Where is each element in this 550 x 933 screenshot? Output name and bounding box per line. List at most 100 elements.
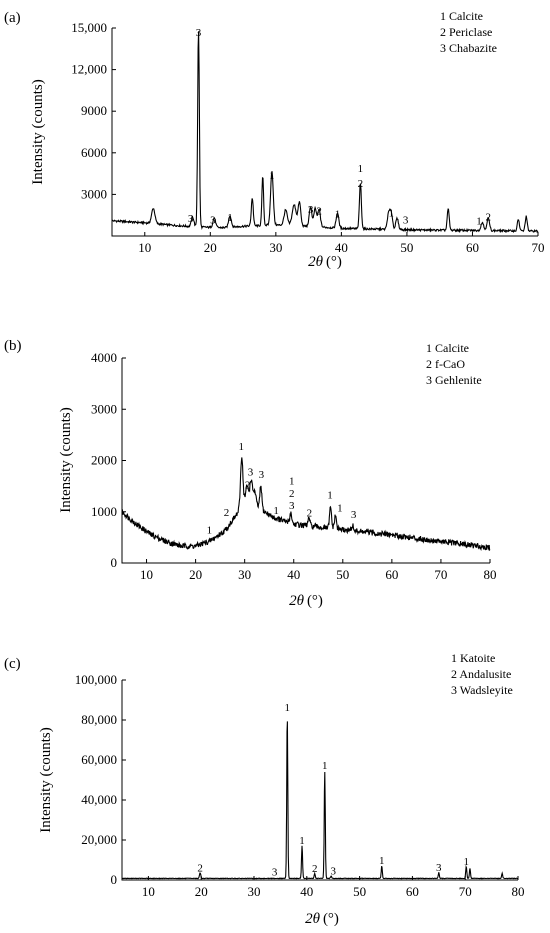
peak-label: 2 (312, 863, 318, 875)
xrd-trace (121, 457, 491, 552)
peak-label: 3 (248, 466, 254, 478)
x-tick-label: 50 (353, 884, 366, 899)
axes-frame (121, 358, 490, 564)
x-tick-label: 40 (300, 884, 313, 899)
x-tick-label: 10 (142, 884, 155, 899)
peak-label: 2 (307, 507, 313, 519)
xrd-panel-b: (b) Intensity (counts) 2θ (°) 1 Calcite 2… (4, 338, 497, 609)
y-tick-label: 80,000 (81, 712, 117, 727)
peak-label: 1 (335, 209, 341, 221)
legend: 1 Calcite 2 f-CaO 3 Gehlenite (426, 341, 482, 387)
x-tick-label: 30 (269, 240, 282, 255)
peak-label: 3 (196, 27, 202, 39)
x-axis-variable: 2θ (308, 254, 324, 270)
legend: 1 Calcite 2 Periclase 3 Chabazite (440, 9, 497, 55)
x-tick-label: 60 (466, 240, 479, 255)
axes-frame (121, 680, 518, 881)
peak-label: 1 (337, 502, 343, 514)
peak-label: 1 (238, 441, 244, 453)
x-tick-label: 60 (385, 567, 398, 582)
peak-label: 2 (358, 178, 364, 190)
x-axis-title: 2θ (°) (308, 254, 342, 270)
peak-label: 3 (436, 862, 442, 874)
x-tick-label: 40 (335, 240, 348, 255)
x-axis-unit: (°) (307, 593, 323, 609)
legend-entry-1: 1 Calcite (426, 341, 469, 355)
legend-entry-3: 3 Gehlenite (426, 373, 482, 387)
peak-label: 2 (197, 862, 203, 874)
x-tick-label: 30 (238, 567, 251, 582)
peak-label: 2 (485, 212, 491, 224)
y-tick-label: 60,000 (81, 752, 117, 767)
peak-label: 3 (289, 500, 295, 512)
y-tick-label: 4000 (91, 350, 117, 365)
x-tick-label: 20 (195, 884, 208, 899)
legend-entry-3: 3 Wadsleyite (451, 683, 513, 697)
x-tick-label: 60 (406, 884, 419, 899)
peak-label: 2 (245, 479, 251, 491)
peak-label: 1 (289, 476, 295, 488)
legend-entry-1: 1 Katoite (451, 651, 495, 665)
x-tick-label: 30 (248, 884, 261, 899)
xrd-trace (121, 721, 519, 880)
y-tick-label: 0 (111, 555, 118, 570)
x-tick-label: 70 (532, 240, 545, 255)
peak-label: 3 (210, 215, 216, 227)
y-tick-label: 40,000 (81, 792, 117, 807)
peak-label: 3 (403, 214, 409, 226)
x-tick-label: 20 (189, 567, 202, 582)
panel-label: (c) (4, 656, 21, 672)
x-axis-unit: (°) (326, 254, 342, 270)
peak-label: 1 (464, 856, 470, 868)
legend-entry-3: 3 Chabazite (440, 41, 497, 55)
y-tick-label: 9000 (81, 103, 107, 118)
y-tick-label: 6000 (81, 145, 107, 160)
xrd-panel-c: (c) Intensity (counts) 2θ (°) 1 Katoite 2… (4, 651, 525, 927)
x-tick-label: 70 (434, 567, 447, 582)
peak-label: 1 (207, 524, 213, 536)
x-axis-title: 2θ (°) (305, 911, 339, 927)
legend-entry-2: 2 f-CaO (426, 357, 465, 371)
xrd-trace (111, 31, 539, 234)
y-tick-label: 3000 (81, 186, 107, 201)
y-tick-label: 1000 (91, 504, 117, 519)
peak-label: 2 (224, 507, 230, 519)
peak-label: 1 (379, 855, 385, 867)
peak-label: 1 (327, 490, 333, 502)
x-tick-label: 50 (400, 240, 413, 255)
x-tick-label: 70 (459, 884, 472, 899)
y-axis-title: Intensity (counts) (38, 727, 54, 832)
x-axis-variable: 2θ (289, 593, 305, 609)
legend-entry-2: 2 Andalusite (451, 667, 511, 681)
x-tick-label: 50 (336, 567, 349, 582)
y-tick-label: 20,000 (81, 832, 117, 847)
y-tick-label: 12,000 (71, 62, 107, 77)
peak-label: 3 (351, 509, 357, 521)
peak-label: 3 (330, 866, 336, 878)
x-tick-label: 20 (204, 240, 217, 255)
peak-label: 1 (285, 702, 291, 714)
y-axis-title: Intensity (counts) (30, 79, 46, 184)
y-axis-title: Intensity (counts) (58, 407, 74, 512)
peak-label: 3 (188, 213, 194, 225)
peak-label: 1 (299, 835, 305, 847)
x-tick-label: 10 (138, 240, 151, 255)
peak-label: 1 (273, 505, 279, 517)
y-tick-label: 0 (111, 872, 118, 887)
x-axis-title: 2θ (°) (289, 593, 323, 609)
panel-label: (b) (4, 338, 22, 354)
y-tick-label: 100,000 (75, 672, 117, 687)
xrd-panel-a: (a) Intensity (counts) 2θ (°) 1 Calcite 2… (4, 9, 545, 270)
y-tick-label: 15,000 (71, 20, 107, 35)
legend-entry-1: 1 Calcite (440, 9, 483, 23)
y-tick-label: 2000 (91, 453, 117, 468)
x-axis-unit: (°) (323, 911, 339, 927)
legend-entry-2: 2 Periclase (440, 25, 492, 39)
peak-label: 3 (272, 866, 278, 878)
x-tick-label: 80 (484, 567, 497, 582)
axes-frame (111, 28, 538, 237)
peak-label: 1 (322, 760, 328, 772)
peak-label: 1 (269, 170, 275, 182)
x-axis-variable: 2θ (305, 911, 321, 927)
